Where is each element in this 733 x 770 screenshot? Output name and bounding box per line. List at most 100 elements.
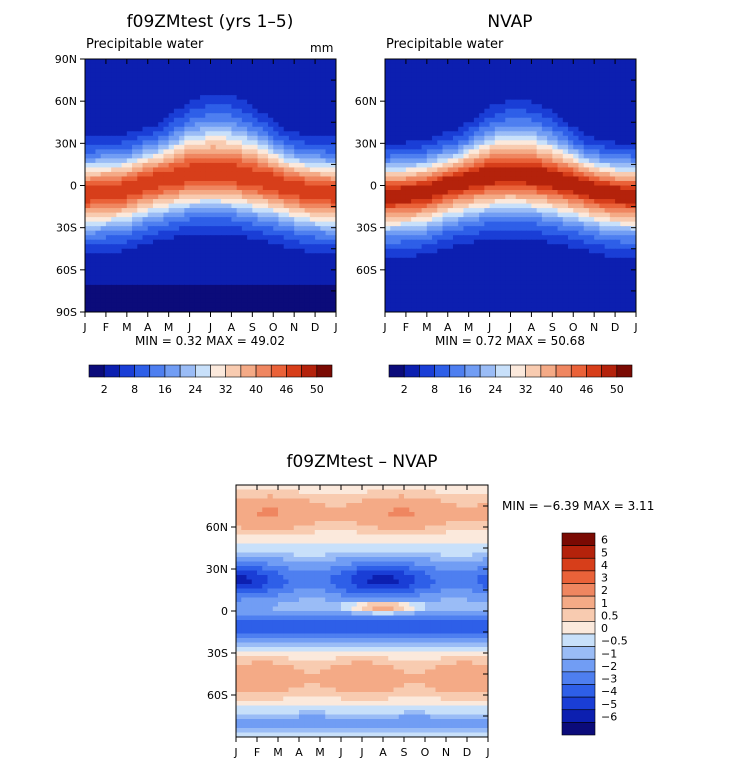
difference-x-tick-label: F — [254, 746, 260, 759]
nvap-x-tick-label: S — [549, 321, 556, 334]
nvap-x-tick-label: J — [487, 321, 491, 334]
panel-model-subtitle: Precipitable water — [86, 37, 204, 52]
difference-y-tick-label: 30S — [207, 647, 228, 660]
nvap-colorbar-swatch — [435, 365, 450, 377]
panel-nvap-subtitle: Precipitable water — [386, 37, 504, 52]
nvap-x-tick-label: J — [508, 321, 512, 334]
nvap-contour-field — [385, 59, 637, 313]
nvap-x-tick-label: A — [444, 321, 452, 334]
model-colorbar-swatch — [89, 365, 104, 377]
model-x-tick-label: S — [249, 321, 256, 334]
nvap-colorbar-label: 2 — [401, 383, 408, 396]
difference-colorbar-swatch — [562, 634, 595, 647]
model-x-tick-label: J — [208, 321, 212, 334]
nvap-colorbar-swatch — [511, 365, 526, 377]
model-y-tick-label: 90N — [55, 53, 77, 66]
nvap-colorbar-swatch — [495, 365, 510, 377]
difference-colorbar-swatch — [562, 571, 595, 584]
difference-colorbar-label: 0 — [601, 622, 608, 635]
model-colorbar-swatch — [271, 365, 286, 377]
difference-x-tick-label: O — [421, 746, 430, 759]
model-colorbar-swatch — [286, 365, 301, 377]
nvap-colorbar-label: 32 — [519, 383, 533, 396]
difference-colorbar-swatch — [562, 558, 595, 571]
difference-colorbar-swatch — [562, 533, 595, 546]
nvap-x-tick-label: D — [611, 321, 619, 334]
model-colorbar-label: 40 — [249, 383, 263, 396]
nvap-colorbar-label: 8 — [431, 383, 438, 396]
model-y-tick-label: 90S — [56, 306, 77, 319]
difference-colorbar-label: 1 — [601, 597, 608, 610]
difference-colorbar-swatch — [562, 609, 595, 622]
model-colorbar-swatch — [317, 365, 332, 377]
difference-x-tick-label: J — [233, 746, 237, 759]
model-colorbar-swatch — [302, 365, 317, 377]
nvap-colorbar-swatch — [450, 365, 465, 377]
difference-y-tick-label: 30N — [206, 563, 228, 576]
difference-colorbar-label: 5 — [601, 546, 608, 559]
model-x-tick-label: J — [333, 321, 337, 334]
model-x-tick-label: M — [122, 321, 132, 334]
model-colorbar-label: 50 — [310, 383, 324, 396]
difference-colorbar-label: −6 — [601, 710, 617, 723]
model-colorbar-swatch — [180, 365, 195, 377]
difference-colorbar-label: 6 — [601, 534, 608, 547]
panel-difference-title: f09ZMtest – NVAP — [286, 452, 437, 472]
difference-colorbar-swatch — [562, 710, 595, 723]
model-y-tick-label: 60S — [56, 264, 77, 277]
difference-colorbar-label: −0.5 — [601, 635, 628, 648]
panel-model-units: mm — [310, 41, 333, 55]
model-colorbar-swatch — [135, 365, 150, 377]
difference-x-tick-label: S — [401, 746, 408, 759]
panel-nvap-title: NVAP — [487, 12, 532, 32]
difference-colorbar-label: 0.5 — [601, 609, 619, 622]
model-x-tick-label: D — [311, 321, 319, 334]
difference-colorbar-swatch — [562, 621, 595, 634]
nvap-y-tick-label: 60S — [356, 264, 377, 277]
difference-colorbar-swatch — [562, 672, 595, 685]
difference-min-max: MIN = −6.39 MAX = 3.11 — [502, 499, 654, 513]
model-y-tick-label: 30S — [56, 222, 77, 235]
model-x-tick-label: O — [269, 321, 278, 334]
nvap-colorbar-swatch — [617, 365, 632, 377]
panel-model: f09ZMtest (yrs 1–5) Precipitable water m… — [55, 12, 338, 396]
model-colorbar-swatch — [165, 365, 180, 377]
model-x-tick-label: A — [228, 321, 236, 334]
nvap-colorbar-label: 50 — [610, 383, 624, 396]
model-colorbar-swatch — [119, 365, 134, 377]
nvap-colorbar-swatch — [465, 365, 480, 377]
model-colorbar-label: 8 — [131, 383, 138, 396]
difference-colorbar-swatch — [562, 546, 595, 559]
panel-model-title: f09ZMtest (yrs 1–5) — [127, 12, 294, 32]
difference-contour-field — [236, 485, 489, 738]
nvap-y-tick-label: 60N — [355, 95, 377, 108]
difference-x-tick-label: A — [295, 746, 303, 759]
model-colorbar-label: 2 — [101, 383, 108, 396]
model-colorbar-swatch — [211, 365, 226, 377]
model-contour-field — [85, 59, 337, 313]
nvap-x-tick-label: M — [464, 321, 474, 334]
model-x-tick-label: M — [164, 321, 174, 334]
nvap-x-tick-label: M — [422, 321, 432, 334]
difference-colorbar-label: −2 — [601, 660, 617, 673]
nvap-min-max: MIN = 0.72 MAX = 50.68 — [435, 334, 585, 348]
model-x-tick-label: J — [187, 321, 191, 334]
model-x-tick-label: J — [82, 321, 86, 334]
model-x-tick-label: N — [290, 321, 298, 334]
nvap-colorbar-swatch — [571, 365, 586, 377]
nvap-x-tick-label: J — [382, 321, 386, 334]
difference-x-tick-label: A — [379, 746, 387, 759]
difference-x-tick-label: M — [315, 746, 325, 759]
difference-colorbar-swatch — [562, 596, 595, 609]
difference-x-tick-label: J — [485, 746, 489, 759]
nvap-y-tick-label: 30N — [355, 137, 377, 150]
model-colorbar-swatch — [150, 365, 165, 377]
difference-x-tick-label: D — [463, 746, 471, 759]
